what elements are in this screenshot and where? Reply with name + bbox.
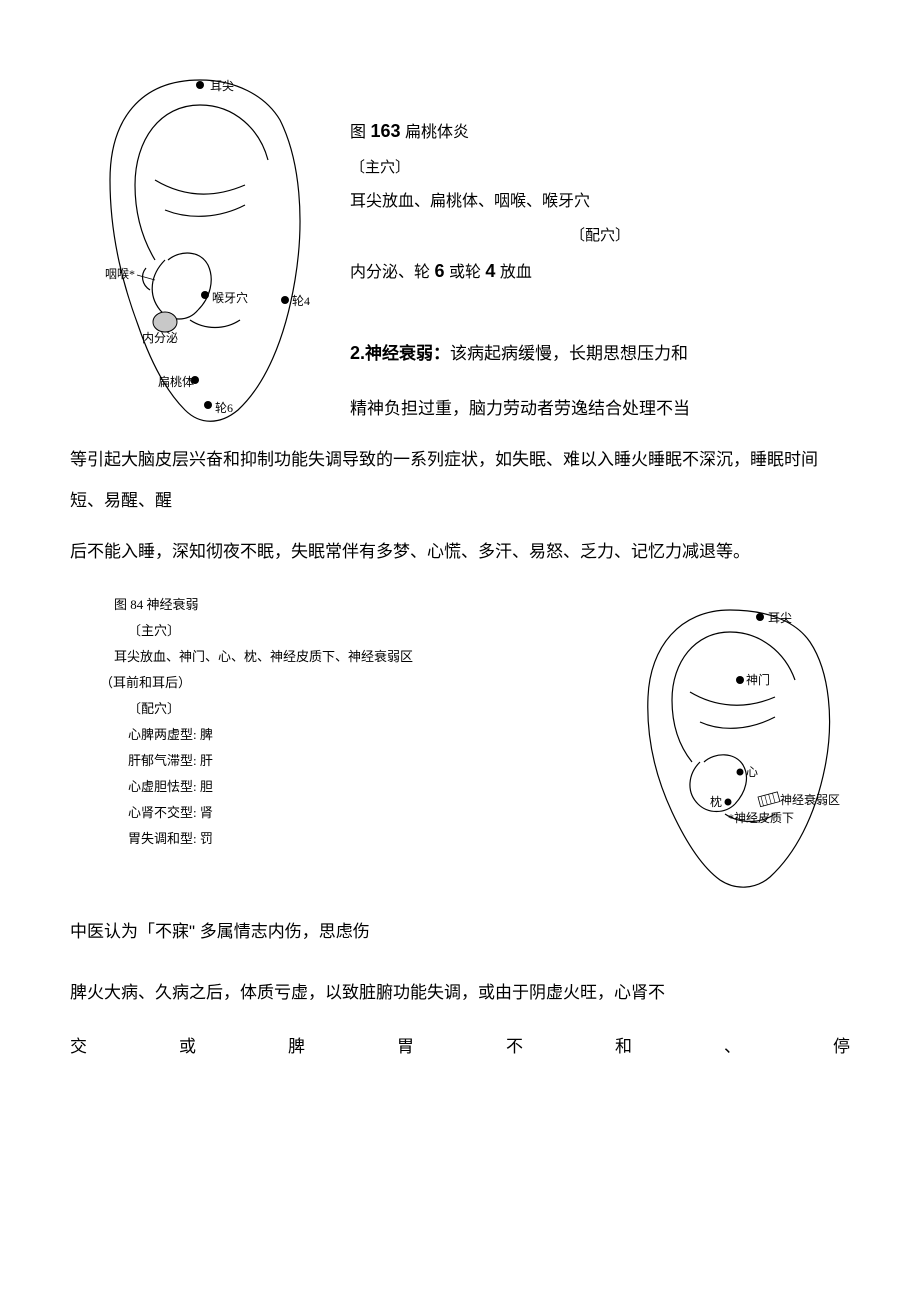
fig163-aux-points: 内分泌、轮 6 或轮 4 放血 — [350, 252, 850, 292]
label2-pizhi: *神经皮质下 — [728, 811, 794, 825]
label2-shuairuo: 神经衰弱区 — [780, 792, 840, 807]
fig84-title: 图 84 神经衰弱 — [100, 592, 580, 618]
label2-shenmen: 神门 — [746, 672, 770, 687]
fig163-main-label: 〔主穴〕 — [350, 151, 850, 184]
label2-erjian: 耳尖 — [768, 611, 792, 625]
ear-diagram-84: 耳尖 神门 心 枕 神经衰弱区 *神经皮质下 — [610, 592, 850, 892]
section2-para1: 等引起大脑皮层兴奋和抑制功能失调导致的一系列症状，如失眠、难以入睡火睡眠不深沉，… — [70, 440, 850, 522]
fig163-title: 图 163 扁桃体炎 — [350, 112, 850, 152]
fig84-aux-label: 〔配穴〕 — [100, 696, 580, 722]
bottom-p2: 脾火大病、久病之后，体质亏虚，以致脏腑功能失调，或由于阴虚火旺，心肾不 — [70, 973, 850, 1014]
label-erjian: 耳尖 — [210, 79, 234, 93]
fig84-text-block: 图 84 神经衰弱 〔主穴〕 耳尖放血、神门、心、枕、神经皮质下、神经衰弱区 （… — [70, 592, 580, 852]
fig84-type5: 胃失调和型: 罚 — [100, 826, 580, 852]
label2-zhen: 枕 — [710, 794, 722, 809]
fig84-type1: 心脾两虚型: 脾 — [100, 722, 580, 748]
fig84-type4: 心肾不交型: 肾 — [100, 800, 580, 826]
label2-xin: 心 — [746, 765, 758, 779]
label-yanhou: 咽喉* — [105, 267, 135, 281]
label-lun6: 轮6 — [215, 401, 233, 415]
fig84-type2: 肝郁气滞型: 肝 — [100, 748, 580, 774]
bottom-justified-line: 交 或 脾 胃 不 和 、 停 — [70, 1032, 850, 1057]
label-biantao: 扁桃体 — [158, 374, 194, 389]
section2-para2: 后不能入睡，深知彻夜不眠，失眠常伴有多梦、心慌、多汗、易怒、乏力、记忆力减退等。 — [70, 532, 850, 573]
section2-cont1: 精神负担过重，脑力劳动者劳逸结合处理不当 — [350, 389, 850, 430]
fig84-main-points-a: 耳尖放血、神门、心、枕、神经皮质下、神经衰弱区 — [100, 644, 580, 670]
label-neifenmi: 内分泌 — [142, 331, 178, 345]
label-lun4: 轮4 — [292, 294, 310, 308]
fig84-type3: 心虚胆怯型: 胆 — [100, 774, 580, 800]
label-houya: 喉牙穴 — [212, 290, 248, 305]
fig84-main-points-b: （耳前和耳后） — [100, 670, 580, 696]
bottom-p1: 中医认为「不寐" 多属情志内伤，思虑伤 — [70, 912, 850, 953]
fig163-main-points: 耳尖放血、扁桃体、咽喉、喉牙穴 — [350, 184, 850, 219]
fig84-main-label: 〔主穴〕 — [100, 618, 580, 644]
ear-diagram-163: 耳尖 咽喉* 喉牙穴 内分泌 轮4 扁桃体 轮6 — [70, 60, 320, 430]
section2-heading: 2.神经衰弱：该病起病缓慢，长期思想压力和 — [350, 332, 850, 375]
fig163-aux-label: 〔配穴〕 — [350, 219, 850, 252]
